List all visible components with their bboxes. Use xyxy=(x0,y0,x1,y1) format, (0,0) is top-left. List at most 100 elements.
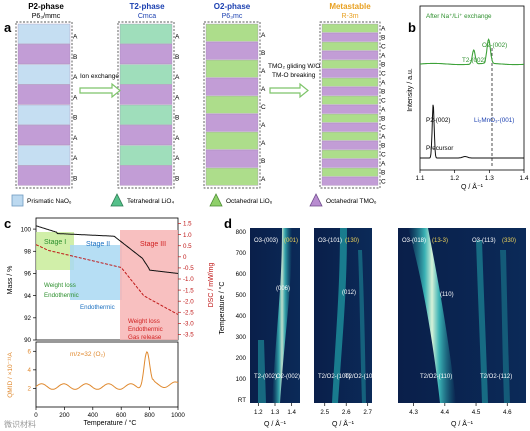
map3-13-3-label: (13-3) xyxy=(432,238,448,244)
map3-o3-113-label: O3-(113) xyxy=(472,238,496,244)
stage3-note-endothermic: Endothermic xyxy=(128,326,163,333)
map2-012-label: (012) xyxy=(342,290,356,296)
mass-tick-label: 90 xyxy=(24,337,31,344)
dsc-tick-label: -3.5 xyxy=(183,332,194,339)
octahedral-tmo6-icon xyxy=(309,193,323,207)
layer-p2 xyxy=(17,44,71,65)
after-exchange-curve xyxy=(420,38,524,66)
phase-title-p2: P2-phase xyxy=(28,2,64,11)
stacking-letter-meta: A xyxy=(381,133,386,140)
t2-peak-label: T2-(002) xyxy=(462,57,486,64)
layer-p2 xyxy=(17,165,71,186)
stacking-letter-meta: A xyxy=(381,106,386,113)
p2-peak-label: P2-(002) xyxy=(426,117,451,124)
phase-group-t2: Cmca xyxy=(138,13,156,20)
layer-p2 xyxy=(17,145,71,166)
stage-3-label: Stage III xyxy=(140,241,166,248)
plot-b-xtick-label: 1.3 xyxy=(485,175,494,182)
plot-b-xtick-label: 1.1 xyxy=(415,175,424,182)
q-tick-label: 1.4 xyxy=(287,409,296,416)
layer-meta xyxy=(321,68,379,78)
stacking-letter-meta: B xyxy=(381,169,385,176)
tetrahedral-lio4-icon xyxy=(110,193,124,207)
stacking-letter-meta: A xyxy=(381,79,386,86)
layer-p2 xyxy=(17,64,71,85)
stacking-letter-meta: C xyxy=(381,97,386,104)
stacking-letter-t2: A xyxy=(175,34,180,41)
stacking-letter-meta: C xyxy=(381,178,386,185)
stacking-letter-meta: B xyxy=(381,88,385,95)
temperature-tick-label: 100 xyxy=(236,376,247,383)
stacking-letter-o2: C xyxy=(261,104,266,111)
structure-legend: Prismatic NaO₆ Tetrahedral LiO₄ Octahedr… xyxy=(11,193,377,207)
stacking-letter-meta: A xyxy=(381,25,386,32)
stacking-letter-t2: A xyxy=(175,74,180,81)
prismatic-nao6-icon xyxy=(11,194,24,207)
stacking-letter-meta: C xyxy=(381,124,386,131)
stacking-letter-o2: A xyxy=(261,32,266,39)
map-2 xyxy=(314,228,372,403)
layer-meta xyxy=(321,122,379,132)
stage-1-label: Stage I xyxy=(44,239,66,246)
dsc-tick-label: 1.5 xyxy=(183,221,192,228)
ms-tick-label: 2 xyxy=(28,386,32,393)
temperature-tick-label: 200 xyxy=(236,355,247,362)
panel-d-letter: d xyxy=(224,216,232,231)
phase-group-metastable: R-3m xyxy=(341,13,358,20)
layer-p2 xyxy=(17,23,71,44)
mass-curve xyxy=(35,225,179,274)
temperature-tick-label: 400 xyxy=(236,313,247,320)
map-1 xyxy=(250,228,300,403)
temperature-ticks: 800 700 600 500 400 300 200 100 RT xyxy=(236,229,247,404)
phase-title-t2: T2-phase xyxy=(129,2,165,11)
ms-tick-label: 6 xyxy=(28,348,32,355)
stacking-letter-meta: C xyxy=(381,43,386,50)
map2-xlabel: Q / Å⁻¹ xyxy=(332,419,355,428)
layer-t2 xyxy=(119,44,173,65)
map2-o3-101-label: O3-(101) xyxy=(318,238,342,244)
map-3-band-side xyxy=(476,240,488,403)
ms-curve-label: m/z=32 (O₂) xyxy=(70,351,105,358)
dsc-axis-ticks: 1.5 1.0 0.5 0 -0.5 -1.0 -1.5 -2.0 -2.5 -3.0 -3.5 xyxy=(178,221,194,339)
layer-o2 xyxy=(205,113,259,132)
temperature-tick-label: 500 xyxy=(236,292,247,299)
stacking-letter-o2: B xyxy=(261,158,265,165)
stacking-letter-o2: A xyxy=(261,122,266,129)
plot-b-xtick-label: 1.2 xyxy=(450,175,459,182)
mass-axis-ticks: 100 98 96 94 92 90 xyxy=(21,226,36,344)
stacking-letter-p2: A xyxy=(73,94,78,101)
stacking-letter-t2: B xyxy=(175,115,179,122)
q-tick-label: 4.5 xyxy=(472,409,481,416)
layer-t2 xyxy=(119,165,173,186)
layer-o2 xyxy=(205,77,259,96)
ms-axis-ticks: 6 4 2 xyxy=(28,348,36,393)
stacking-letter-o2: A xyxy=(261,176,266,183)
gliding-label-2: TM-O breaking xyxy=(272,72,316,79)
map-3-band-330 xyxy=(500,250,510,403)
stacking-letter-t2: A xyxy=(175,135,180,142)
map1-o2-002-label: O2-(002) xyxy=(276,374,300,380)
map-2-band-main xyxy=(332,228,347,403)
temperature-tick-label: 300 xyxy=(236,334,247,341)
stacking-letter-p2: A xyxy=(73,135,78,142)
plot-c-xtick-label: 1000 xyxy=(171,412,185,419)
dsc-tick-label: -1.0 xyxy=(183,276,194,283)
stacking-letter-p2: A xyxy=(73,74,78,81)
map3-t2o2-110-label: T2/O2-(110) xyxy=(420,374,452,380)
after-exchange-label: After Na⁺/Li⁺ exchange xyxy=(426,13,492,20)
map1-001-label: (001) xyxy=(284,238,298,244)
temperature-tick-label: 800 xyxy=(236,229,247,236)
map1-o3-003-label: O3-(003) xyxy=(254,238,278,244)
stacking-letter-meta: C xyxy=(381,151,386,158)
map-1-band-t2 xyxy=(258,340,266,403)
plot-c-xtick-label: 800 xyxy=(144,412,155,419)
stacking-letter-p2: B xyxy=(73,115,77,122)
stacking-letter-t2: B xyxy=(175,175,179,182)
layer-t2 xyxy=(119,23,173,44)
map3-o3-018-label: O3-(018) xyxy=(402,238,426,244)
stage3-note-weight-loss: Weight loss xyxy=(128,318,160,325)
layer-o2 xyxy=(205,131,259,150)
layer-p2 xyxy=(17,125,71,146)
layer-o2 xyxy=(205,95,259,114)
